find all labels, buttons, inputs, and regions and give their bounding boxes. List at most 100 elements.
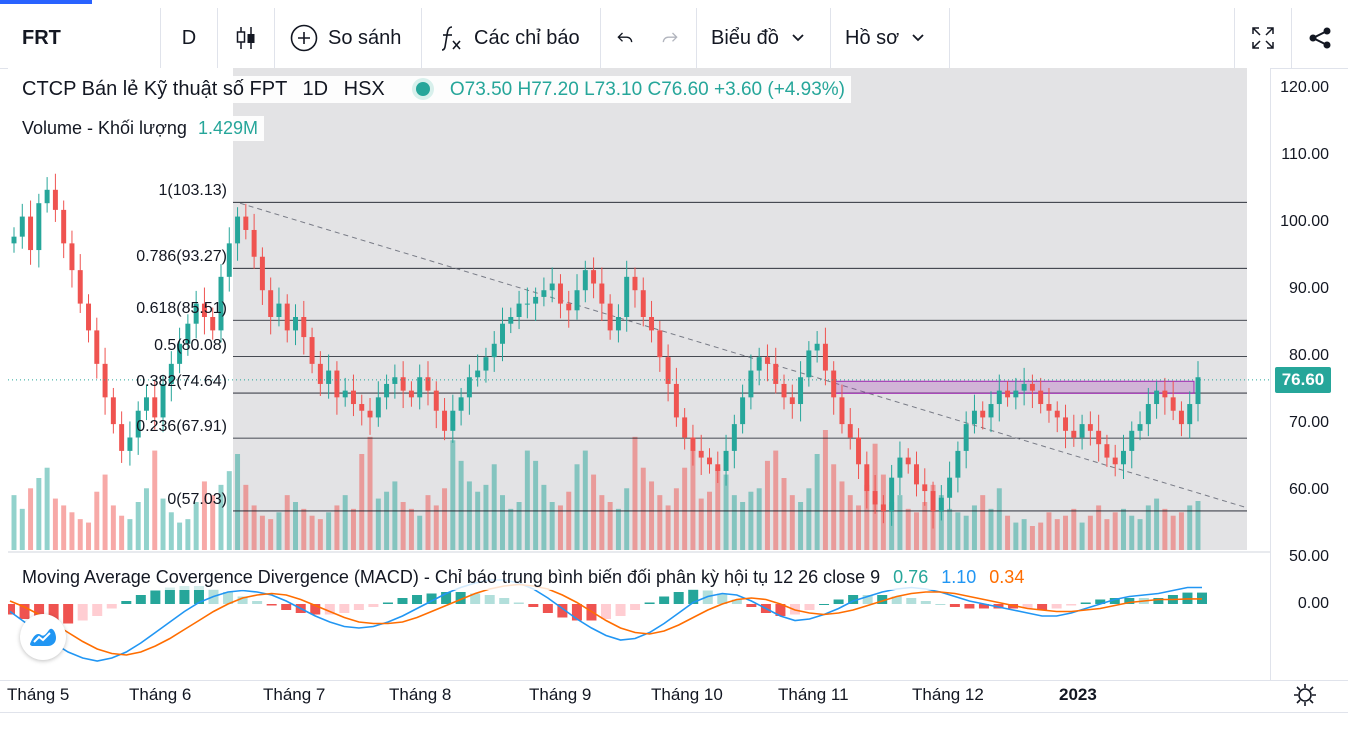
candle-body [1038,390,1044,405]
macd-signal-value: 0.34 [989,567,1025,587]
redo-button[interactable] [646,8,694,68]
volume-bar [533,460,539,550]
toolbar-divider [696,8,697,68]
candle-body [11,236,17,244]
volume-bar [19,508,25,550]
macd-histogram-bar [382,602,393,604]
volume-bar [657,495,663,550]
candle-body [44,189,50,204]
volume-bar [922,502,928,550]
fib-level-label: 0.5(80.08) [154,336,227,354]
chart-pane[interactable]: CTCP Bán lẻ Kỹ thuật số FPT 1D HSX O73.5… [5,68,1270,680]
candle-body [86,303,92,331]
interval-button[interactable]: D [161,8,217,68]
candle-body [541,290,547,297]
volume-bar [326,512,332,550]
candle-body [955,450,961,478]
indicators-button[interactable]: Các chỉ báo [422,8,600,68]
macd-histogram-bar [1080,602,1091,604]
volume-bar [524,450,530,550]
volume-bar [516,502,522,550]
candle-body [69,243,75,271]
toolbar-divider [949,8,950,68]
volume-bar [1087,515,1093,550]
volume-bar [218,484,224,550]
undo-button[interactable] [601,8,649,68]
macd-histogram-bar [426,593,437,604]
candle-body [218,276,224,331]
candle-body [168,363,174,384]
macd-histogram-bar [368,604,379,607]
profile-menu-label: Hồ sơ [845,26,900,49]
macd-histogram-bar [630,604,641,610]
toolbar-divider [1291,8,1292,68]
tradingview-logo[interactable] [20,614,66,660]
settings-gear-icon[interactable] [1292,682,1318,708]
market-status-dot[interactable] [416,82,431,96]
candle-body [1162,390,1168,398]
candle-body [177,343,183,364]
candle-body [110,397,116,425]
candle-body [1104,444,1110,458]
volume-bar [94,491,100,550]
bottom-panel [0,712,1348,734]
chart-menu-button[interactable]: Biểu đồ [697,8,830,68]
volume-bar [798,502,804,550]
volume-bar [135,502,141,550]
candle-body [665,357,671,384]
candle-body [557,283,563,304]
toolbar-divider [830,8,831,68]
price-axis[interactable]: 120.00 110.00 100.00 90.00 80.00 70.00 60.00 50… [1270,68,1348,680]
candle-body [1096,430,1102,445]
legend-interval: 1D [302,78,329,100]
volume-bar [417,515,423,550]
macd-histogram-bar [353,604,364,610]
candle-body [408,390,414,398]
macd-histogram-bar [92,604,103,616]
candle-body [1137,424,1143,431]
volume-bar [1154,498,1160,550]
function-icon [441,26,461,51]
volume-bar [1054,519,1060,550]
fullscreen-button[interactable] [1235,8,1291,68]
volume-bar [77,519,83,550]
candle-body [831,370,837,398]
candle-body [350,390,356,405]
macd-histogram-bar [528,604,539,607]
volume-bar [168,512,174,550]
candle-body [872,491,878,505]
candle-body [1087,424,1093,431]
candle-body [243,216,249,230]
volume-bar [119,515,125,550]
candle-body [201,303,207,317]
time-axis-tick: Tháng 8 [389,685,452,704]
volume-bar [806,488,812,550]
symbol-search-button[interactable]: FRT [8,8,160,68]
volume-bar [359,454,365,550]
compare-button[interactable]: So sánh [275,8,421,68]
profile-menu-button[interactable]: Hồ sơ [831,8,949,68]
candle-body [922,484,928,492]
candlestick-icon [236,27,255,49]
volume-bar [615,508,621,550]
share-button[interactable] [1292,8,1348,68]
candle-body [533,296,539,304]
redo-icon [662,32,678,43]
volume-bar [1021,519,1027,550]
volume-bar [963,515,969,550]
volume-bar [127,519,133,550]
candle-body [193,303,199,324]
legend-exchange: HSX [343,78,385,100]
candle-style-button[interactable] [218,8,274,68]
macd-histogram-bar [5,604,15,615]
volume-bar [557,505,563,550]
candle-body [599,283,605,304]
volume-bar [814,454,820,550]
time-axis[interactable]: Tháng 5 Tháng 6 Tháng 7 Tháng 8 Tháng 9 Tháng… [0,680,1348,711]
volume-bar [1104,519,1110,550]
candle-body [342,390,348,398]
volume-bar [864,484,870,550]
macd-histogram-bar [223,592,234,604]
volume-bar [466,481,472,550]
candle-body [309,337,315,364]
